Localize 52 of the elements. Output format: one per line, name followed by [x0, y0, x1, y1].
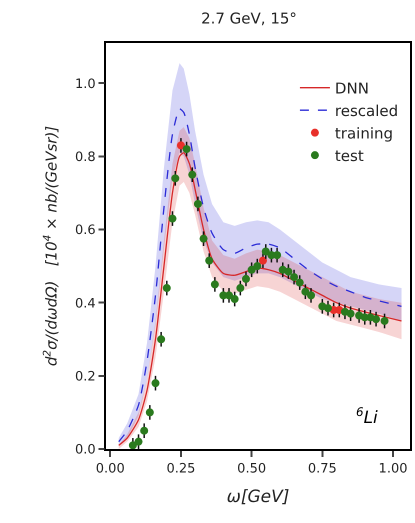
y-tick-label: 0.4: [74, 296, 96, 312]
x-tick-label: 0.25: [166, 461, 196, 476]
point: [157, 335, 166, 344]
point: [242, 274, 250, 283]
point: [236, 284, 244, 292]
point: [380, 316, 389, 325]
x-tick-label: 0.75: [308, 461, 337, 476]
point: [258, 256, 267, 265]
x-axis-title: ω[GeV]: [226, 487, 290, 508]
point: [372, 315, 380, 324]
point: [296, 278, 304, 287]
x-tick-label: 0.00: [96, 461, 125, 476]
y-tick-label: 0.0: [74, 442, 96, 458]
legend-label: training: [334, 124, 394, 143]
point: [284, 268, 292, 276]
point: [182, 145, 191, 154]
point: [171, 174, 180, 182]
point: [210, 280, 219, 288]
annotation: $^{6}$Li: [356, 405, 378, 428]
point: [176, 141, 185, 150]
point: [162, 284, 171, 292]
point: [200, 234, 208, 243]
point: [248, 266, 256, 274]
point: [290, 273, 298, 282]
point: [194, 200, 202, 208]
point: [230, 295, 239, 304]
point: [168, 214, 176, 223]
x-tick-label: 0.50: [237, 461, 266, 476]
point: [324, 304, 332, 312]
legend-label: rescaled: [334, 102, 398, 120]
y-tick-label: 0.8: [74, 150, 96, 165]
point: [253, 262, 262, 270]
point: [188, 170, 196, 179]
point: [225, 291, 234, 300]
point: [205, 256, 214, 265]
point: [151, 379, 160, 388]
y-tick-label: 0.6: [74, 223, 96, 238]
point: [301, 288, 310, 296]
chart-title: 2.7 GeV, 15°: [201, 10, 297, 28]
point: [140, 426, 148, 435]
x-tick-label: 1.00: [378, 461, 408, 476]
point: [146, 408, 154, 416]
y-tick-label: 0.2: [74, 369, 96, 384]
legend-label: test: [334, 147, 364, 166]
y-tick-label: 1.0: [74, 76, 96, 92]
point: [307, 291, 316, 300]
point: [134, 438, 143, 446]
point: [273, 251, 282, 260]
point: [346, 310, 355, 318]
legend-label: DNN: [334, 80, 369, 98]
point: [128, 441, 137, 449]
point: [262, 247, 270, 256]
